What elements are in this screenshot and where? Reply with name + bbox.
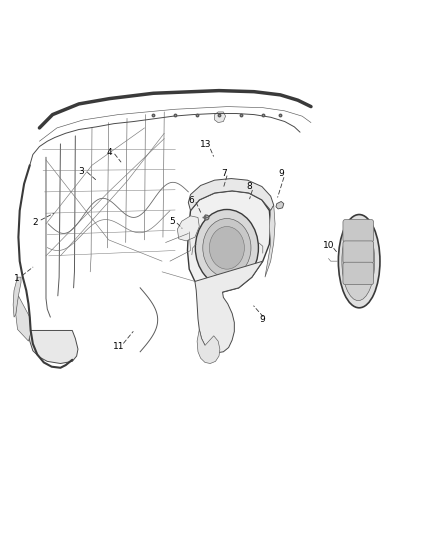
Text: 5: 5 [169,217,175,226]
Text: 13: 13 [200,141,212,149]
Polygon shape [177,216,199,241]
Ellipse shape [338,215,380,308]
FancyBboxPatch shape [343,241,374,263]
Polygon shape [197,329,220,364]
Text: 8: 8 [247,182,253,191]
Circle shape [209,227,244,269]
Polygon shape [13,277,21,317]
Text: 11: 11 [113,342,124,351]
Polygon shape [187,191,271,292]
Text: 4: 4 [107,148,112,157]
Text: 3: 3 [78,167,85,176]
Ellipse shape [342,222,374,301]
Text: 6: 6 [188,196,194,205]
Polygon shape [276,201,284,209]
Circle shape [195,209,258,286]
FancyBboxPatch shape [343,220,374,242]
Polygon shape [188,179,274,211]
Polygon shape [265,205,275,277]
Polygon shape [16,296,31,341]
Polygon shape [28,330,78,364]
Text: 9: 9 [259,316,265,324]
Text: 7: 7 [221,169,227,177]
FancyBboxPatch shape [343,262,374,285]
Polygon shape [195,261,263,353]
Text: 1: 1 [14,274,20,282]
Text: 10: 10 [323,241,334,249]
Circle shape [203,219,251,277]
Text: 9: 9 [278,169,284,177]
Polygon shape [215,112,226,123]
Text: 2: 2 [32,218,38,227]
